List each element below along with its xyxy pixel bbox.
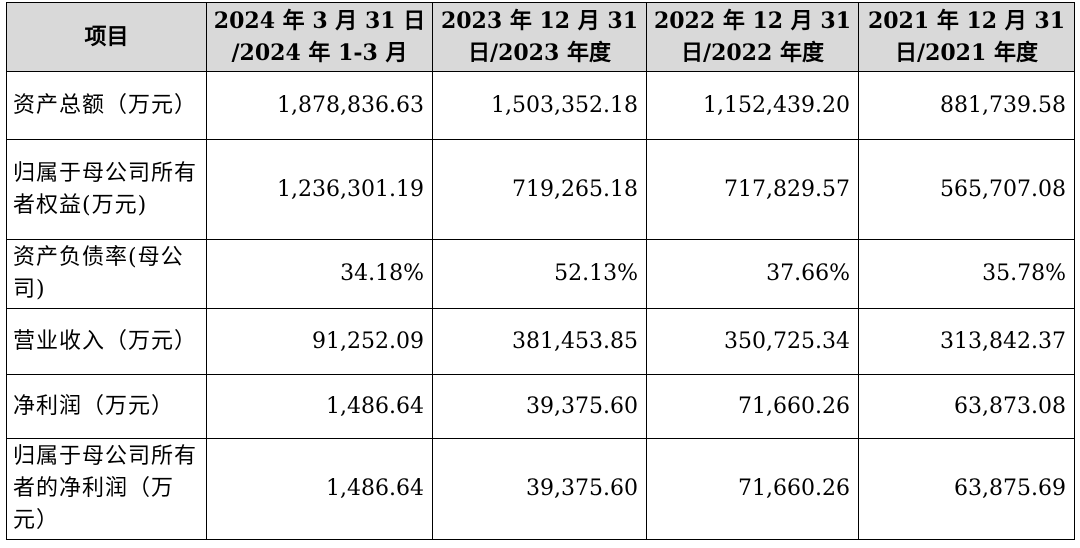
cell-value: 39,375.60 [432,438,647,540]
table-header-row: 项目 2024 年 3 月 31 日/2024 年 1-3 月 2023 年 1… [6,2,1075,72]
cell-value: 350,725.34 [646,308,859,375]
header-2022: 2022 年 12 月 31 日/2022 年度 [646,2,859,72]
cell-value: 71,660.26 [646,438,859,540]
cell-value: 35.78% [858,239,1075,309]
cell-value: 71,660.26 [646,374,859,439]
cell-value: 565,707.08 [858,139,1075,240]
cell-value: 63,873.08 [858,374,1075,439]
cell-value: 37.66% [646,239,859,309]
header-item: 项目 [6,2,207,72]
cell-value: 63,875.69 [858,438,1075,540]
cell-value: 34.18% [206,239,433,309]
cell-value: 1,486.64 [206,438,433,540]
financial-summary-table: 项目 2024 年 3 月 31 日/2024 年 1-3 月 2023 年 1… [6,2,1075,540]
row-label-total-assets: 资产总额（万元） [6,71,207,140]
row-label-revenue: 营业收入（万元） [6,308,207,375]
cell-value: 717,829.57 [646,139,859,240]
cell-value: 1,503,352.18 [432,71,647,140]
header-2021: 2021 年 12 月 31 日/2021 年度 [858,2,1075,72]
cell-value: 1,878,836.63 [206,71,433,140]
table-row: 资产总额（万元） 1,878,836.63 1,503,352.18 1,152… [6,71,1075,140]
cell-value: 91,252.09 [206,308,433,375]
cell-value: 1,152,439.20 [646,71,859,140]
cell-value: 881,739.58 [858,71,1075,140]
table-row: 归属于母公司所有者的净利润（万元） 1,486.64 39,375.60 71,… [6,438,1075,540]
cell-value: 719,265.18 [432,139,647,240]
table-row: 净利润（万元） 1,486.64 39,375.60 71,660.26 63,… [6,374,1075,439]
cell-value: 52.13% [432,239,647,309]
table-row: 营业收入（万元） 91,252.09 381,453.85 350,725.34… [6,308,1075,375]
cell-value: 313,842.37 [858,308,1075,375]
row-label-parent-equity: 归属于母公司所有者权益(万元) [6,139,207,240]
table-row: 归属于母公司所有者权益(万元) 1,236,301.19 719,265.18 … [6,139,1075,240]
table-row: 资产负债率(母公司) 34.18% 52.13% 37.66% 35.78% [6,239,1075,309]
header-2024q1: 2024 年 3 月 31 日/2024 年 1-3 月 [206,2,433,72]
row-label-debt-ratio: 资产负债率(母公司) [6,239,207,309]
cell-value: 1,486.64 [206,374,433,439]
cell-value: 39,375.60 [432,374,647,439]
cell-value: 381,453.85 [432,308,647,375]
header-2023: 2023 年 12 月 31 日/2023 年度 [432,2,647,72]
cell-value: 1,236,301.19 [206,139,433,240]
row-label-net-profit: 净利润（万元） [6,374,207,439]
row-label-parent-net-profit: 归属于母公司所有者的净利润（万元） [6,438,207,540]
